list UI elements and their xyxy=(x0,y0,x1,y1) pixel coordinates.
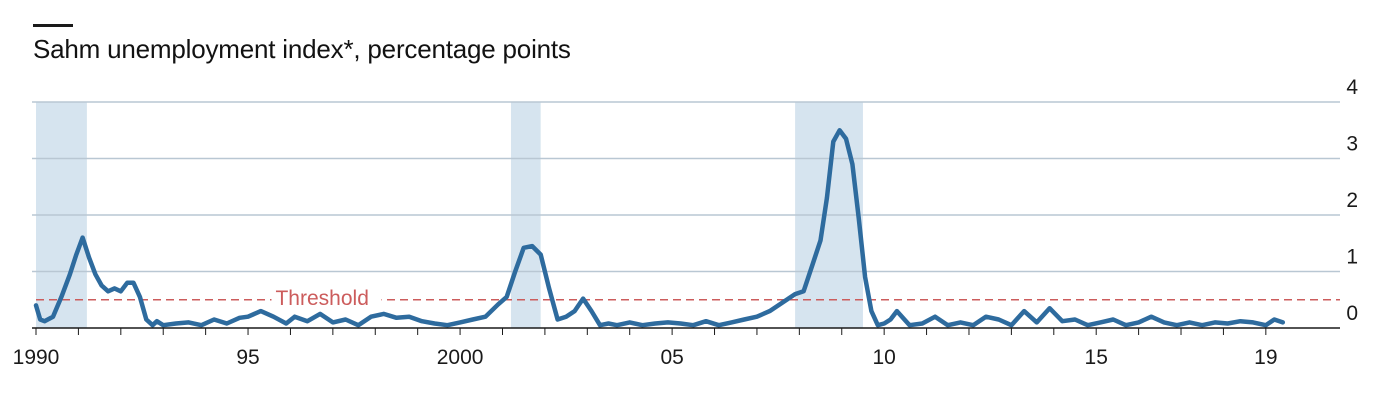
threshold-label-bg xyxy=(271,287,382,308)
y-tick-label: 2 xyxy=(1346,189,1358,212)
y-tick-label: 3 xyxy=(1346,133,1358,156)
y-tick-label: 4 xyxy=(1346,76,1358,99)
x-tick-label: 05 xyxy=(660,346,683,369)
y-tick-label: 1 xyxy=(1346,246,1358,269)
x-tick-label: 2000 xyxy=(437,346,484,369)
y-tick-label: 0 xyxy=(1346,302,1358,325)
x-tick-label: 1990 xyxy=(13,346,60,369)
x-tick-label: 95 xyxy=(236,346,259,369)
series-line xyxy=(33,128,1286,328)
x-tick-label: 15 xyxy=(1085,346,1108,369)
threshold-label: Threshold xyxy=(275,287,368,310)
x-tick-label: 19 xyxy=(1254,346,1277,369)
x-tick-label: 10 xyxy=(872,346,895,369)
title-rule xyxy=(33,24,73,27)
chart-title: Sahm unemployment index*, percentage poi… xyxy=(33,34,571,64)
